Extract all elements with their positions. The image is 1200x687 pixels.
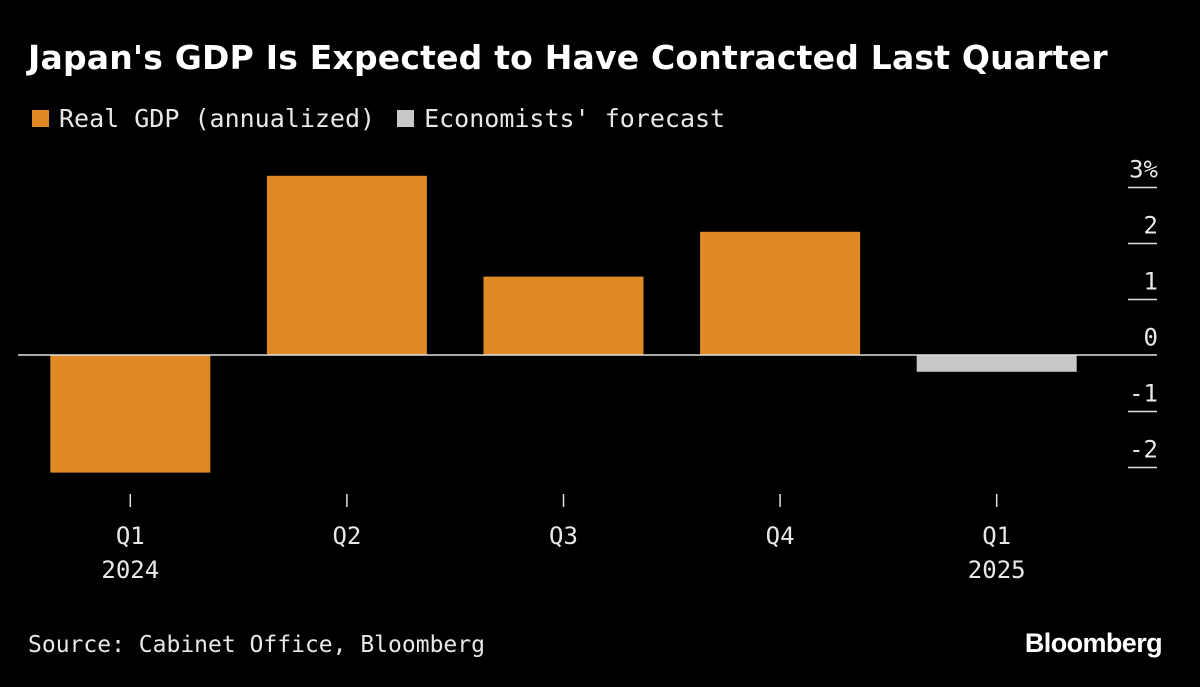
y-tick-label-2: 1 bbox=[1144, 268, 1158, 296]
legend-item-actual: Real GDP (annualized) bbox=[32, 104, 375, 133]
x-tick-label-1: Q2 bbox=[332, 522, 361, 550]
legend-label-actual: Real GDP (annualized) bbox=[59, 104, 376, 133]
bar-forecast-4 bbox=[916, 355, 1077, 372]
chart-title: Japan's GDP Is Expected to Have Contract… bbox=[28, 38, 1108, 77]
y-tick-label-4: -1 bbox=[1129, 380, 1158, 408]
bar-actual-1 bbox=[266, 175, 427, 355]
legend-swatch-actual bbox=[32, 110, 49, 127]
bar-actual-2 bbox=[483, 276, 644, 355]
bloomberg-logo: Bloomberg bbox=[1024, 628, 1163, 658]
x-tick-year-label-4: 2025 bbox=[968, 556, 1026, 584]
legend-swatch-forecast bbox=[397, 110, 415, 127]
y-tick-label-1: 2 bbox=[1144, 212, 1158, 240]
x-tick-label-3: Q4 bbox=[766, 522, 795, 550]
x-tick-label-2: Q3 bbox=[549, 522, 578, 550]
legend-label-forecast: Economists' forecast bbox=[424, 104, 726, 133]
legend-item-forecast: Economists' forecast bbox=[397, 104, 725, 133]
legend: Real GDP (annualized) Economists' foreca… bbox=[32, 104, 747, 133]
x-tick-label-4: Q1 bbox=[982, 522, 1011, 550]
bar-actual-3 bbox=[700, 231, 861, 355]
source-note: Source: Cabinet Office, Bloomberg bbox=[28, 632, 485, 658]
y-tick-label-5: -2 bbox=[1129, 436, 1158, 464]
x-tick-label-0: Q1 bbox=[116, 522, 145, 550]
bar-actual-0 bbox=[50, 355, 211, 473]
y-tick-label-3: 0 bbox=[1144, 324, 1158, 352]
y-tick-label-0: 3% bbox=[1129, 156, 1158, 184]
x-tick-year-label-0: 2024 bbox=[101, 556, 159, 584]
